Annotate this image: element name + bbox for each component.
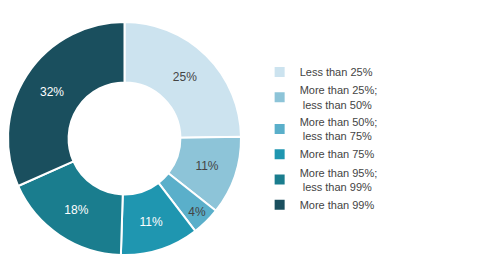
svg-text:18%: 18% — [64, 203, 88, 217]
svg-text:More than 75%: More than 75% — [300, 148, 375, 160]
svg-text:11%: 11% — [139, 215, 162, 229]
svg-text:More than 95%; less than 99%: More than 95%; less than 99% — [300, 167, 378, 193]
svg-text:11%: 11% — [195, 159, 218, 173]
svg-text:32%: 32% — [40, 85, 64, 99]
svg-text:More than 50%; less than 75%: More than 50%; less than 75% — [300, 116, 378, 142]
svg-text:Less than 25%: Less than 25% — [300, 66, 373, 78]
svg-text:4%: 4% — [188, 205, 206, 219]
svg-text:More than 25%; less than 50%: More than 25%; less than 50% — [300, 84, 378, 110]
svg-text:25%: 25% — [173, 70, 197, 84]
svg-text:More than 99%: More than 99% — [300, 199, 375, 211]
